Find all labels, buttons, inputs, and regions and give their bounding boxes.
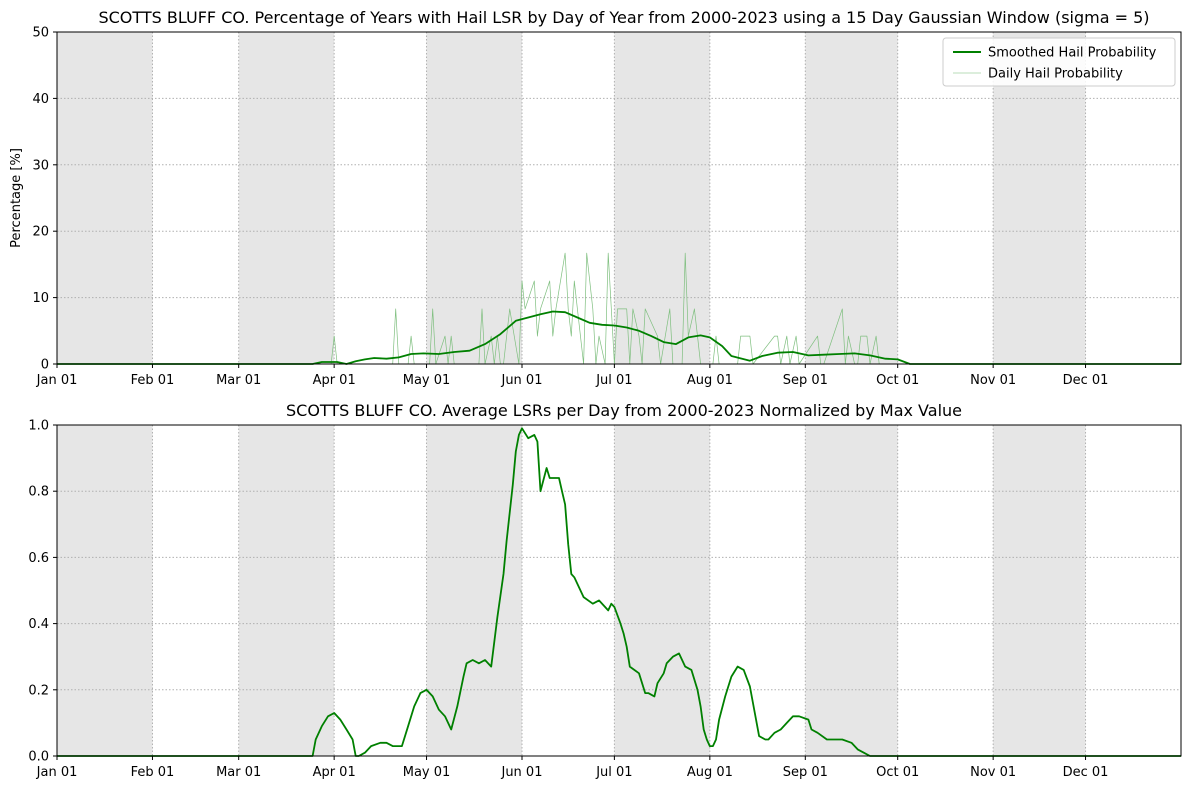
legend-box [942, 37, 1176, 87]
normalized-lsr-line [57, 427, 1181, 757]
x-tick-label: Aug 01 [687, 373, 733, 388]
y-tick-label: 50 [32, 26, 49, 41]
x-tick-label: Dec 01 [1063, 373, 1109, 388]
legend-label: Smoothed Hail Probability [988, 46, 1157, 61]
y-tick-label: 20 [32, 225, 49, 240]
legend-label: Daily Hail Probability [988, 67, 1123, 82]
x-tick-label: Jan 01 [36, 373, 78, 388]
shaded-month-band [238, 32, 335, 364]
y-tick-label: 10 [32, 291, 49, 306]
shaded-month-band [57, 32, 153, 364]
x-tick-label: Mar 01 [216, 765, 261, 780]
x-tick-label: Jul 01 [595, 373, 632, 388]
smoothed-probability-line [57, 310, 1181, 365]
x-tick-label: Sep 01 [783, 765, 828, 780]
y-tick-label: 0 [41, 358, 49, 373]
x-tick-label: Jan 01 [36, 765, 78, 780]
axes-frame [56, 424, 1182, 757]
x-tick-label: Oct 01 [876, 373, 919, 388]
x-tick-label: Aug 01 [687, 765, 733, 780]
shaded-month-band [57, 425, 153, 756]
x-tick-label: Sep 01 [783, 373, 828, 388]
x-tick-label: May 01 [403, 373, 451, 388]
y-tick-label: 0.6 [28, 551, 49, 566]
x-tick-label: Feb 01 [131, 373, 175, 388]
y-axis-label: Percentage [%] [9, 148, 24, 248]
y-tick-label: 0.2 [28, 683, 49, 698]
shaded-month-band [805, 32, 898, 364]
y-tick-label: 0.0 [28, 750, 49, 765]
shaded-month-band [426, 32, 522, 364]
shaded-month-band [993, 32, 1086, 364]
y-tick-label: 1.0 [28, 419, 49, 434]
chart-title: SCOTTS BLUFF CO. Percentage of Years wit… [98, 8, 1149, 27]
x-tick-label: Jul 01 [595, 765, 632, 780]
shaded-month-band [614, 425, 710, 756]
x-tick-label: May 01 [403, 765, 451, 780]
y-tick-label: 40 [32, 92, 49, 107]
x-tick-label: Jun 01 [500, 373, 542, 388]
axes-frame [56, 31, 1182, 365]
x-tick-label: Oct 01 [876, 765, 919, 780]
shaded-month-band [614, 32, 710, 364]
x-tick-label: Mar 01 [216, 373, 261, 388]
shaded-month-band [805, 425, 898, 756]
x-tick-label: Jun 01 [500, 765, 542, 780]
y-tick-label: 30 [32, 158, 49, 173]
chart-title: SCOTTS BLUFF CO. Average LSRs per Day fr… [286, 401, 962, 420]
daily-probability-line [57, 252, 1181, 365]
x-tick-label: Dec 01 [1063, 765, 1109, 780]
x-tick-label: Nov 01 [970, 373, 1016, 388]
shaded-month-band [426, 425, 522, 756]
shaded-month-band [238, 425, 335, 756]
x-tick-label: Apr 01 [313, 373, 356, 388]
y-tick-label: 0.4 [28, 617, 49, 632]
x-tick-label: Apr 01 [313, 765, 356, 780]
x-tick-label: Feb 01 [131, 765, 175, 780]
y-tick-label: 0.8 [28, 485, 49, 500]
shaded-month-band [993, 425, 1086, 756]
x-tick-label: Nov 01 [970, 765, 1016, 780]
